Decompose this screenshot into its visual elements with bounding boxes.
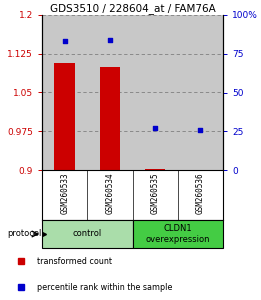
- Text: control: control: [73, 230, 102, 238]
- Text: CLDN1
overexpression: CLDN1 overexpression: [145, 224, 210, 244]
- Text: GSM260533: GSM260533: [60, 172, 69, 214]
- Title: GDS3510 / 228604_at / FAM76A: GDS3510 / 228604_at / FAM76A: [50, 3, 215, 14]
- Point: [108, 38, 112, 42]
- Text: GSM260536: GSM260536: [196, 172, 205, 214]
- Bar: [133, 220, 223, 248]
- Bar: [55, 62, 75, 170]
- Text: percentile rank within the sample: percentile rank within the sample: [37, 283, 172, 292]
- Point: [153, 126, 157, 130]
- Bar: [145, 169, 165, 170]
- Bar: [42, 220, 133, 248]
- Text: transformed count: transformed count: [37, 256, 111, 266]
- Bar: [100, 67, 120, 170]
- Text: protocol: protocol: [8, 230, 42, 238]
- Text: GSM260534: GSM260534: [105, 172, 114, 214]
- Point: [63, 39, 67, 44]
- Point: [198, 127, 203, 132]
- Text: GSM260535: GSM260535: [151, 172, 160, 214]
